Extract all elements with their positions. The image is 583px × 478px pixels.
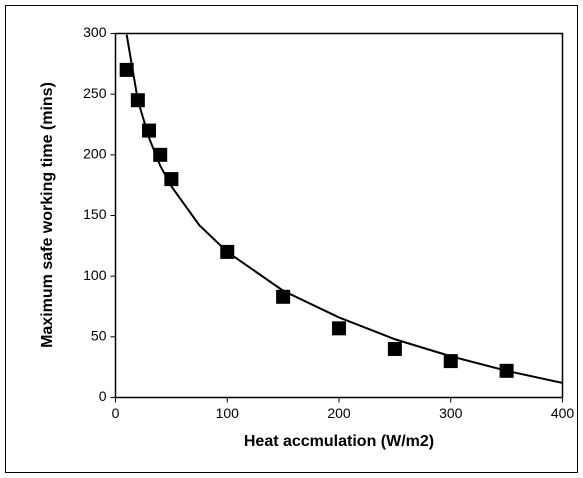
y-tick-label: 300 bbox=[83, 24, 107, 40]
fit-curve bbox=[125, 34, 563, 384]
y-tick-label: 0 bbox=[99, 388, 107, 404]
data-point bbox=[119, 62, 134, 77]
y-tick-label: 200 bbox=[83, 146, 107, 162]
x-tick-label: 200 bbox=[327, 405, 351, 421]
data-point bbox=[332, 321, 346, 336]
x-tick-label: 0 bbox=[112, 405, 120, 421]
data-point bbox=[164, 172, 179, 187]
y-axis-label: Maximum safe working time (mins) bbox=[39, 82, 56, 348]
data-point bbox=[276, 289, 291, 304]
x-tick-label: 300 bbox=[439, 405, 463, 421]
data-point bbox=[387, 341, 402, 356]
x-tick-label: 100 bbox=[216, 405, 240, 421]
y-tick-label: 50 bbox=[91, 328, 107, 344]
plot-area bbox=[114, 32, 564, 399]
y-tick-label: 100 bbox=[83, 267, 107, 283]
y-tick-label: 250 bbox=[83, 85, 107, 101]
x-tick-label: 400 bbox=[551, 405, 575, 421]
chart-border bbox=[5, 5, 578, 473]
x-axis-label: Heat accmulation (W/m2) bbox=[244, 433, 434, 450]
y-tick-label: 150 bbox=[83, 206, 107, 222]
